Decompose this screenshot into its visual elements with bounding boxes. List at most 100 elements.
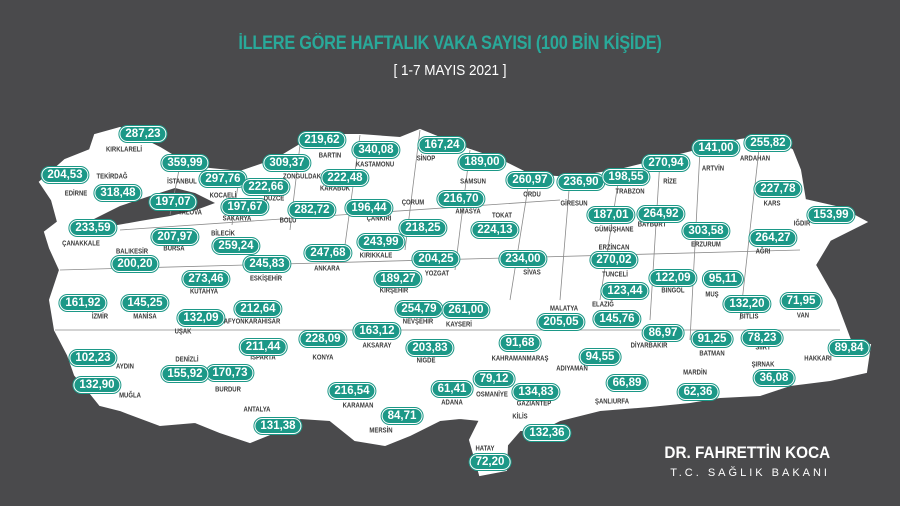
province-value-kahramanmaras: 91,68	[499, 335, 541, 351]
province-value-sivas: 234,00	[499, 251, 547, 267]
province-label-artvin: ARTVİN	[701, 165, 725, 173]
province-value-cankiri: 196,44	[345, 200, 393, 216]
province-value-bilecik: 259,24	[212, 238, 260, 254]
province-value-ardahan: 255,82	[744, 135, 792, 151]
province-value-canakkale: 233,59	[69, 220, 117, 236]
province-value-tekirdag: 318,48	[94, 185, 142, 201]
province-label-mus: MUŞ	[705, 291, 719, 299]
province-label-bolu: BOLU	[279, 217, 297, 225]
province-value-bingol: 122,09	[649, 270, 697, 286]
province-label-antalya: ANTALYA	[243, 406, 271, 414]
province-label-bayburt: BAYBURT	[637, 221, 667, 229]
province-label-yozgat: YOZGAT	[424, 270, 450, 278]
province-value-bursa: 207,97	[151, 229, 199, 245]
province-label-mugla: MUĞLA	[119, 392, 141, 400]
province-value-corum: 218,25	[399, 220, 447, 236]
province-label-istanbul: İSTANBUL	[167, 178, 197, 186]
province-label-kirklareli: KIRKLARELİ	[105, 146, 143, 154]
province-label-tunceli: TUNCELİ	[602, 271, 628, 279]
province-value-aydin: 102,23	[69, 350, 117, 366]
province-borders	[55, 129, 840, 341]
province-value-diyarbakir: 86,97	[642, 325, 684, 341]
province-value-balikesir: 200,20	[111, 256, 159, 272]
province-value-gumushane: 187,01	[587, 207, 635, 223]
province-label-rize: RİZE	[663, 178, 677, 186]
province-label-kars: KARS	[763, 200, 781, 208]
province-value-kilis: 132,36	[523, 425, 571, 441]
province-value-gaziantep: 134,83	[512, 384, 560, 400]
province-label-ankara: ANKARA	[314, 265, 340, 273]
province-value-samsun: 189,00	[458, 154, 506, 170]
province-value-bayburt: 264,92	[637, 206, 685, 222]
province-value-mugla: 132,90	[73, 377, 121, 393]
province-value-aksaray: 163,12	[353, 323, 401, 339]
province-label-afyonkarahisar: AFYONKARAHİSAR	[223, 318, 281, 326]
province-label-osmaniye: OSMANİYE	[476, 391, 508, 399]
province-label-sivas: SİVAS	[523, 269, 541, 277]
province-value-karabuk: 222,48	[321, 170, 369, 186]
province-label-nigde: NİĞDE	[416, 357, 436, 365]
province-label-kastamonu: KASTAMONU	[355, 161, 395, 169]
province-value-osmaniye: 79,12	[473, 371, 515, 387]
province-value-kars: 227,78	[754, 181, 802, 197]
province-label-sanliurfa: ŞANLIURFA	[594, 398, 630, 406]
province-label-sirnak: ŞIRNAK	[751, 361, 775, 369]
province-value-yozgat: 204,25	[412, 251, 460, 267]
province-value-tokat: 224,13	[471, 222, 519, 238]
province-label-giresun: GİRESUN	[560, 200, 588, 208]
province-label-kocaeli: KOCAELİ	[209, 192, 237, 200]
province-label-ordu: ORDU	[523, 191, 541, 199]
province-value-igdir: 153,99	[807, 207, 855, 223]
province-label-denizli: DENİZLİ	[175, 356, 199, 364]
province-value-erzincan: 270,02	[590, 252, 638, 268]
province-label-agri: AĞRI	[755, 248, 771, 256]
province-label-corum: ÇORUM	[401, 199, 425, 207]
province-value-usak: 132,09	[177, 310, 225, 326]
province-value-amasya: 216,70	[437, 191, 485, 207]
province-value-tunceli: 123,44	[601, 283, 649, 299]
province-value-adiyaman: 94,55	[579, 349, 621, 365]
signature-title: T.C. SAĞLIK BAKANI	[670, 467, 830, 479]
province-label-tokat: TOKAT	[492, 212, 512, 220]
province-label-bursa: BURSA	[163, 245, 185, 253]
province-value-elazig: 145,76	[593, 311, 641, 327]
province-label-sakarya: SAKARYA	[222, 215, 252, 223]
province-label-van: VAN	[796, 312, 810, 320]
province-label-karaman: KARAMAN	[342, 402, 374, 410]
province-value-isparta: 211,44	[239, 339, 287, 355]
province-value-giresun: 236,90	[557, 174, 605, 190]
province-value-trabzon: 198,55	[602, 169, 650, 185]
province-value-malatya: 205,05	[537, 314, 585, 330]
province-value-kirklareli: 287,23	[119, 126, 167, 142]
province-label-hatay: HATAY	[475, 445, 495, 453]
province-value-kocaeli: 297,76	[199, 171, 247, 187]
province-value-yalova: 197,07	[149, 194, 197, 210]
province-label-adana: ADANA	[441, 399, 463, 407]
province-value-denizli: 155,92	[161, 366, 209, 382]
province-label-bartin: BARTIN	[318, 152, 342, 160]
province-value-mardin: 62,36	[677, 384, 719, 400]
province-value-edirne: 204,53	[41, 167, 89, 183]
province-value-sirnak: 36,08	[753, 370, 795, 386]
province-label-izmir: İZMİR	[91, 313, 109, 321]
province-value-nigde: 203,83	[406, 340, 454, 356]
province-value-antalya: 131,38	[254, 418, 302, 434]
province-label-tekirdag: TEKİRDAĞ	[96, 173, 128, 181]
province-value-siirt: 78,23	[741, 330, 783, 346]
province-label-karabuk: KARABÜK	[319, 185, 351, 193]
province-label-diyarbakir: DİYARBAKIR	[630, 342, 668, 350]
province-label-yalova: YALOVA	[178, 209, 202, 217]
province-value-duzce: 222,66	[242, 179, 290, 195]
province-label-balikesir: BALIKESİR	[115, 248, 149, 256]
province-label-kahramanmaras: KAHRAMANMARAŞ	[491, 355, 549, 363]
signature-name: DR. FAHRETTİN KOCA	[664, 443, 830, 462]
province-value-agri: 264,27	[749, 230, 797, 246]
province-value-sakarya: 197,67	[221, 199, 269, 215]
province-value-kastamonu: 340,08	[352, 142, 400, 158]
province-value-ankara: 247,68	[304, 245, 352, 261]
province-value-sanliurfa: 66,89	[606, 375, 648, 391]
province-value-istanbul: 359,99	[161, 155, 209, 171]
province-label-mersin: MERSİN	[369, 427, 393, 435]
province-label-duzce: DÜZCE	[263, 195, 285, 203]
province-value-adana: 61,41	[431, 381, 473, 397]
